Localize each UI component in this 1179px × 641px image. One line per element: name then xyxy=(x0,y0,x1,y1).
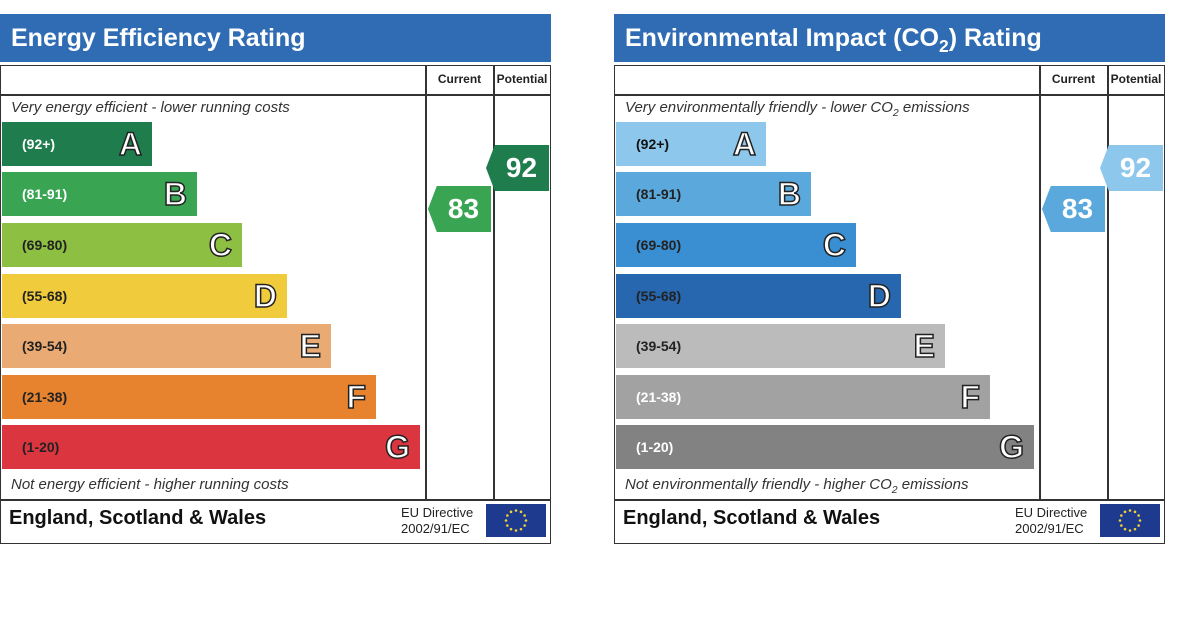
chart-frame xyxy=(0,65,551,544)
rating-bar-d: (55-68) D xyxy=(2,274,287,318)
rating-bar-c: (69-80) C xyxy=(616,223,856,267)
band-letter: G xyxy=(998,428,1024,466)
rating-bar-c: (69-80) C xyxy=(2,223,242,267)
band-range-label: (39-54) xyxy=(636,338,682,354)
band-range-label: (69-80) xyxy=(636,237,682,253)
band-range-label: (69-80) xyxy=(22,237,68,253)
current-rating-arrow: 83 xyxy=(428,186,491,232)
environmental-impact-panel: Environmental Impact (CO2) Rating Current… xyxy=(614,14,1165,544)
band-range-label: (1-20) xyxy=(22,439,60,455)
chart-frame xyxy=(614,65,1165,544)
band-range-label: (21-38) xyxy=(22,389,68,405)
rating-bar-d: (55-68) D xyxy=(616,274,901,318)
potential-column-divider xyxy=(493,65,495,500)
column-header-current: Current xyxy=(437,72,482,86)
rating-bar-e: (39-54) E xyxy=(2,324,331,368)
band-letter: C xyxy=(822,226,847,264)
rating-bar-a: (92+) A xyxy=(616,122,766,166)
current-column-divider xyxy=(1039,65,1041,500)
band-range-label: (39-54) xyxy=(22,338,68,354)
energy-efficiency-panel: Energy Efficiency Rating Current Potential… xyxy=(0,14,551,544)
band-letter: A xyxy=(118,125,143,163)
band-letter: E xyxy=(299,327,322,365)
band-range-label: (92+) xyxy=(636,136,670,152)
rating-bar-f: (21-38) F xyxy=(2,375,376,419)
bottom-note: Not energy efficient - higher running co… xyxy=(11,476,289,493)
current-rating-arrow: 83 xyxy=(1042,186,1105,232)
footer-divider xyxy=(0,499,551,501)
band-letter: A xyxy=(732,125,757,163)
chart-title: Environmental Impact (CO2) Rating xyxy=(614,14,1165,62)
bottom-note: Not environmentally friendly - higher CO… xyxy=(625,476,969,496)
band-letter: F xyxy=(346,378,367,416)
header-divider xyxy=(0,94,551,96)
band-letter: D xyxy=(253,277,278,315)
band-range-label: (55-68) xyxy=(636,288,682,304)
potential-column-divider xyxy=(1107,65,1109,500)
top-note: Very energy efficient - lower running co… xyxy=(11,99,290,116)
band-range-label: (81-91) xyxy=(636,186,682,202)
rating-bar-f: (21-38) F xyxy=(616,375,990,419)
band-range-label: (55-68) xyxy=(22,288,68,304)
current-column-divider xyxy=(425,65,427,500)
band-letter: E xyxy=(913,327,936,365)
eu-directive-line1: EU Directive xyxy=(1015,505,1088,520)
band-letter: B xyxy=(163,175,188,213)
eu-directive-line2: 2002/91/EC xyxy=(401,521,470,536)
region-label: England, Scotland & Wales xyxy=(623,507,881,529)
rating-bar-e: (39-54) E xyxy=(616,324,945,368)
band-range-label: (92+) xyxy=(22,136,56,152)
band-letter: F xyxy=(960,378,981,416)
eu-flag-icon xyxy=(1100,504,1160,537)
band-range-label: (21-38) xyxy=(636,389,682,405)
top-note: Very environmentally friendly - lower CO… xyxy=(625,99,970,119)
eu-directive-line1: EU Directive xyxy=(401,505,474,520)
eu-directive-text: EU Directive 2002/91/EC xyxy=(401,505,473,537)
band-letter: B xyxy=(777,175,802,213)
column-header-potential: Potential xyxy=(1110,72,1162,86)
column-header-current: Current xyxy=(1051,72,1096,86)
band-letter: D xyxy=(867,277,892,315)
potential-rating-arrow: 92 xyxy=(1100,145,1163,191)
band-range-label: (1-20) xyxy=(636,439,674,455)
band-range-label: (81-91) xyxy=(22,186,68,202)
band-letter: C xyxy=(208,226,233,264)
rating-bar-a: (92+) A xyxy=(2,122,152,166)
column-header-potential: Potential xyxy=(496,72,548,86)
chart-title: Energy Efficiency Rating xyxy=(0,14,551,62)
eu-flag-icon xyxy=(486,504,546,537)
rating-bar-g: (1-20) G xyxy=(2,425,420,469)
band-letter: G xyxy=(384,428,410,466)
rating-bar-g: (1-20) G xyxy=(616,425,1034,469)
header-divider xyxy=(614,94,1165,96)
footer-divider xyxy=(614,499,1165,501)
potential-rating-arrow: 92 xyxy=(486,145,549,191)
region-label: England, Scotland & Wales xyxy=(9,507,267,529)
eu-directive-text: EU Directive 2002/91/EC xyxy=(1015,505,1087,537)
rating-bar-b: (81-91) B xyxy=(616,172,811,216)
eu-directive-line2: 2002/91/EC xyxy=(1015,521,1084,536)
rating-bar-b: (81-91) B xyxy=(2,172,197,216)
